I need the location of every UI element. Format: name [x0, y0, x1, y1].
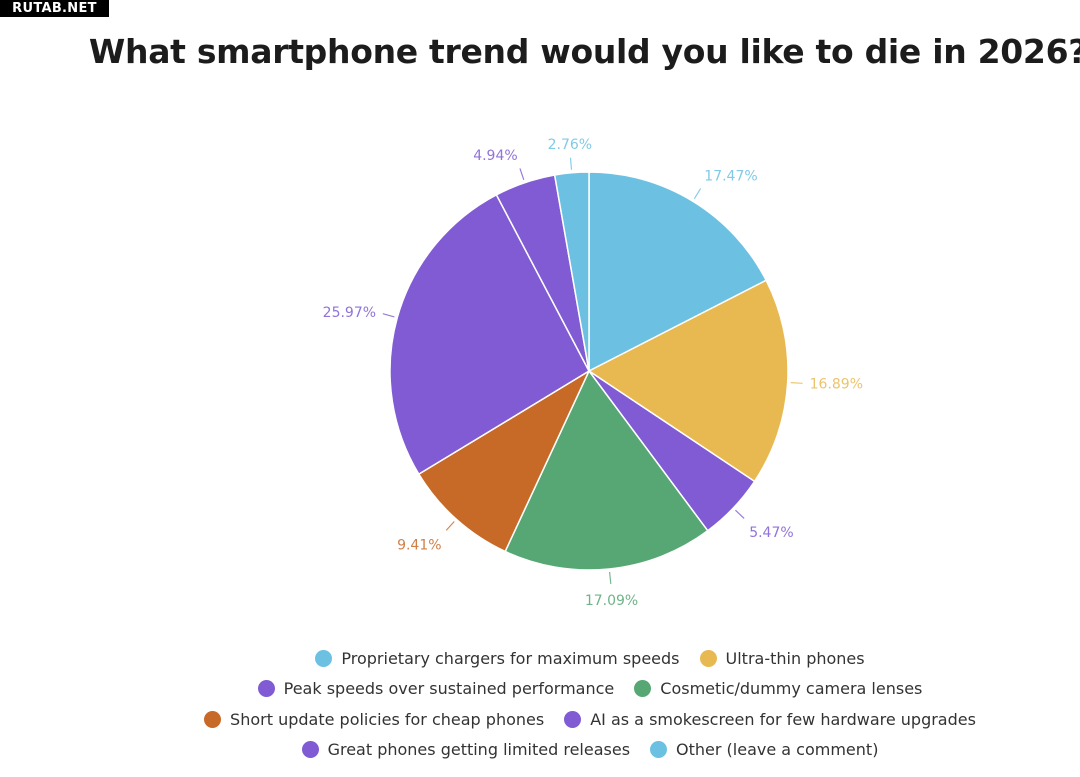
label-leader-line	[445, 521, 455, 531]
legend-label: Peak speeds over sustained performance	[283, 679, 615, 699]
data-label: 2.76%	[548, 137, 592, 153]
data-label: 4.94%	[473, 148, 517, 164]
legend-swatch-icon	[257, 680, 275, 698]
legend-swatch-icon	[699, 649, 717, 667]
legend-label: Proprietary chargers for maximum speeds	[341, 648, 680, 668]
legend-item[interactable]: Proprietary chargers for maximum speeds	[315, 648, 680, 668]
legend-item[interactable]: AI as a smokescreen for few hardware upg…	[564, 710, 976, 729]
legend-label: Short update policies for cheap phones	[230, 709, 545, 729]
legend-swatch-icon	[301, 741, 319, 759]
legend-item[interactable]: Other (leave a comment)	[650, 740, 878, 759]
label-leader-line	[382, 313, 395, 318]
label-leader-line	[693, 188, 702, 199]
data-label: 9.41%	[397, 538, 441, 554]
pie-slice	[587, 279, 789, 483]
legend-row: Short update policies for cheap phones AI…	[0, 704, 1080, 735]
legend-item[interactable]: Great phones getting limited releases	[301, 740, 631, 760]
legend-row: Proprietary chargers for maximum speeds U…	[0, 643, 1080, 674]
pie-slice	[504, 369, 709, 571]
legend-label: Great phones getting limited releases	[327, 740, 631, 760]
label-leader-line	[735, 509, 745, 519]
pie-slice	[588, 171, 768, 373]
legend-item[interactable]: Cosmetic/dummy camera lenses	[634, 679, 922, 698]
legend-label: AI as a smokescreen for few hardware upg…	[590, 709, 976, 729]
data-label: 16.89%	[810, 377, 863, 393]
chart-title: What smartphone trend would you like to …	[88, 32, 1080, 71]
legend: Proprietary chargers for maximum speeds U…	[0, 643, 1080, 765]
legend-swatch-icon	[315, 649, 333, 667]
data-label: 5.47%	[749, 525, 793, 541]
pie-slice	[417, 369, 591, 553]
label-leader-line	[519, 168, 525, 181]
pie-slice	[553, 171, 590, 372]
legend-row: Great phones getting limited releases Oth…	[0, 735, 1080, 766]
legend-swatch-icon	[204, 710, 222, 728]
legend-label: Other (leave a comment)	[676, 740, 879, 760]
legend-item[interactable]: Peak speeds over sustained performance	[257, 679, 615, 699]
legend-label: Ultra-thin phones	[725, 648, 865, 668]
data-label: 17.09%	[585, 593, 638, 609]
data-label: 17.47%	[704, 168, 757, 184]
legend-swatch-icon	[650, 741, 668, 759]
legend-label: Cosmetic/dummy camera lenses	[660, 679, 923, 699]
watermark-logo: RUTAB.NET	[0, 0, 109, 17]
legend-swatch-icon	[634, 680, 652, 698]
pie-chart: 17.47% 16.89% 5.47% 17.09% 9.41% 25.97% 4.94% 2…	[323, 137, 863, 609]
label-leader-line	[790, 382, 803, 384]
pie-slice	[389, 193, 590, 476]
legend-swatch-icon	[564, 710, 582, 728]
label-leader-line	[608, 571, 612, 584]
legend-row: Peak speeds over sustained performance Co…	[0, 674, 1080, 705]
data-label: 25.97%	[323, 305, 376, 321]
legend-item[interactable]: Ultra-thin phones	[699, 648, 865, 668]
legend-item[interactable]: Short update policies for cheap phones	[204, 710, 544, 729]
label-leader-line	[569, 157, 573, 170]
